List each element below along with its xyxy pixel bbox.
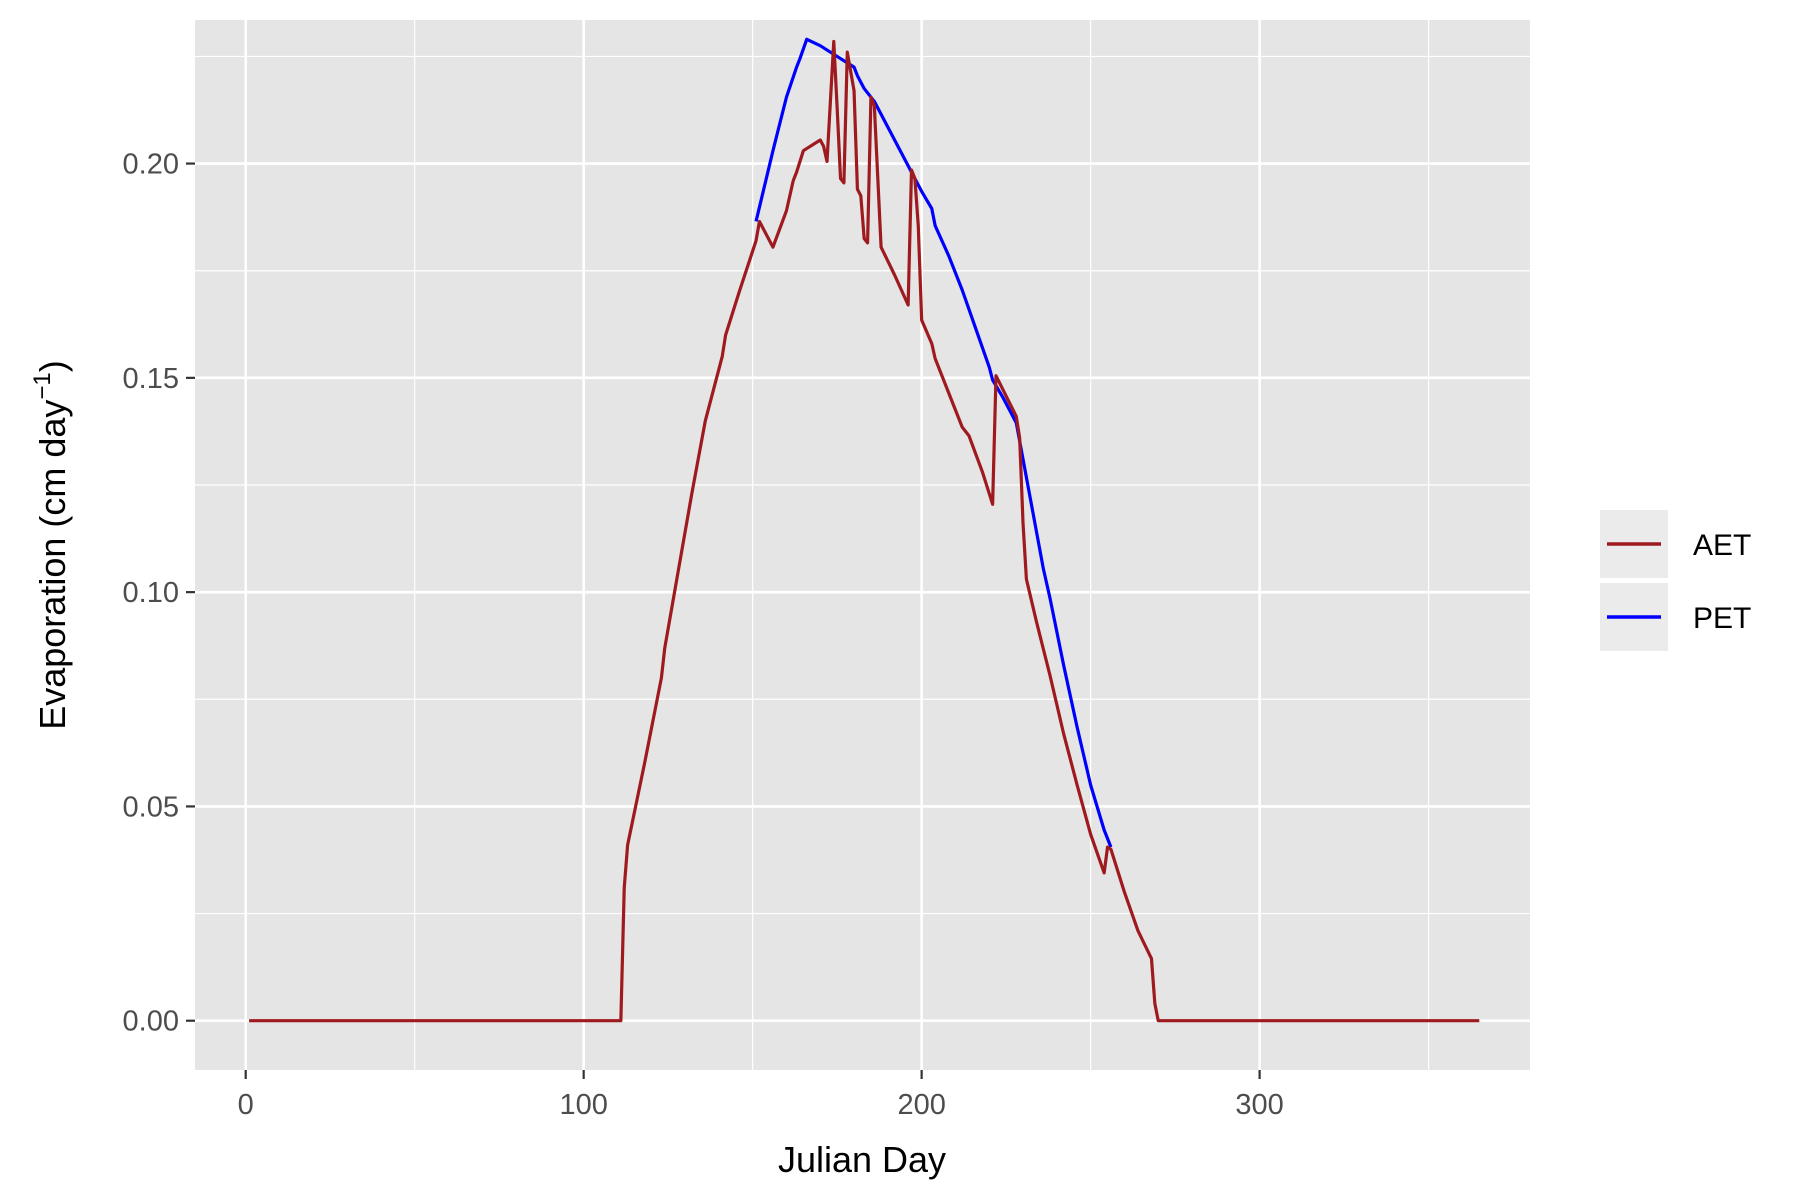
y-tick-label: 0.20	[123, 149, 179, 181]
y-axis-title-close: )	[32, 360, 73, 372]
y-tick-label: 0.00	[123, 1006, 179, 1038]
x-tick-label: 200	[897, 1089, 945, 1121]
series-line-aet	[249, 39, 1480, 1023]
x-tick-label: 0	[238, 1089, 254, 1121]
x-axis-title: Julian Day	[778, 1139, 946, 1180]
y-tick-label: 0.15	[123, 363, 179, 395]
x-tick-label: 100	[559, 1089, 607, 1121]
legend-label-aet: AET	[1693, 529, 1751, 562]
y-axis-title-main: Evaporation (cm day	[32, 400, 73, 730]
grid-minor	[195, 20, 1530, 1070]
y-tick-label: 0.10	[123, 577, 179, 609]
series-line-pet	[754, 37, 1113, 848]
axis-ticks	[186, 162, 1261, 1079]
y-axis-title: Evaporation (cm day−1)	[29, 360, 73, 730]
legend-label-pet: PET	[1693, 602, 1751, 635]
x-tick-label: 300	[1235, 1089, 1283, 1121]
series-layer	[249, 37, 1480, 1023]
y-tick-label: 0.05	[123, 791, 179, 823]
legend: AET PET	[1600, 510, 1751, 651]
tick-labels: 0 100 200 300 0.00 0.05 0.10 0.15 0.20	[123, 149, 1284, 1121]
plot-panel	[195, 20, 1530, 1070]
y-axis-title-superscript: −1	[29, 372, 56, 399]
